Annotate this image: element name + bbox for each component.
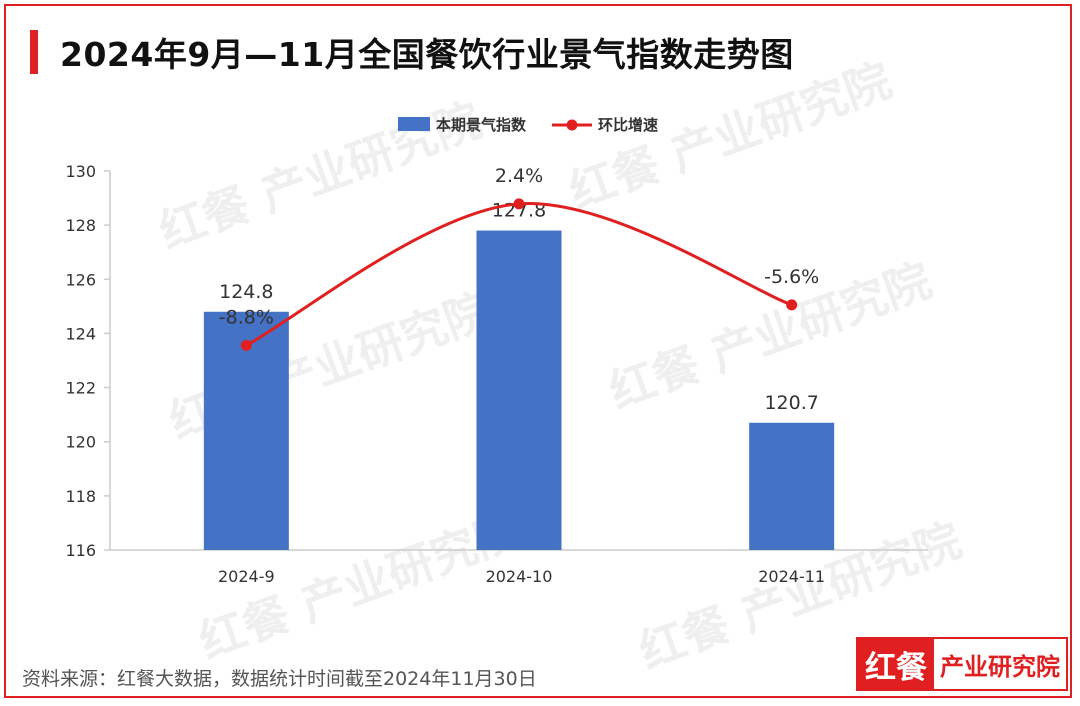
growth-rate-point: [513, 198, 525, 210]
data-source-note: 资料来源：红餐大数据，数据统计时间截至2024年11月30日: [22, 668, 537, 690]
y-tick-label: 116: [65, 541, 96, 560]
growth-rate-point: [240, 339, 252, 351]
growth-rate-point: [786, 299, 798, 311]
legend-bar-label: 本期景气指数: [436, 116, 527, 134]
bar: [476, 230, 562, 551]
y-tick-label: 122: [65, 379, 96, 398]
brand-logo: 红餐 产业研究院: [856, 637, 1068, 691]
growth-rate-label: 2.4%: [495, 165, 543, 187]
legend-line-marker: [566, 119, 578, 131]
chart-title: 2024年9月—11月全国餐饮行业景气指数走势图: [60, 35, 794, 74]
brand-name: 产业研究院: [934, 639, 1066, 689]
title-accent-bar: [30, 30, 38, 74]
y-tick-label: 118: [65, 487, 96, 506]
bar: [749, 422, 835, 550]
bar: [203, 311, 289, 550]
y-tick-label: 130: [65, 162, 96, 181]
y-tick-label: 120: [65, 433, 96, 452]
x-tick-label: 2024-10: [486, 567, 553, 586]
x-tick-label: 2024-9: [218, 567, 275, 586]
bar-data-label: 120.7: [764, 392, 818, 414]
y-tick-label: 128: [65, 216, 96, 235]
legend-bar-swatch: [398, 117, 430, 131]
x-tick-label: 2024-11: [758, 567, 825, 586]
brand-mark: 红餐: [858, 639, 934, 689]
growth-rate-label: -5.6%: [764, 266, 819, 288]
y-tick-label: 126: [65, 270, 96, 289]
bar-data-label: 124.8: [219, 281, 273, 303]
growth-rate-label: -8.8%: [219, 306, 274, 328]
y-tick-label: 124: [65, 324, 96, 343]
legend-line-label: 环比增速: [598, 116, 658, 134]
